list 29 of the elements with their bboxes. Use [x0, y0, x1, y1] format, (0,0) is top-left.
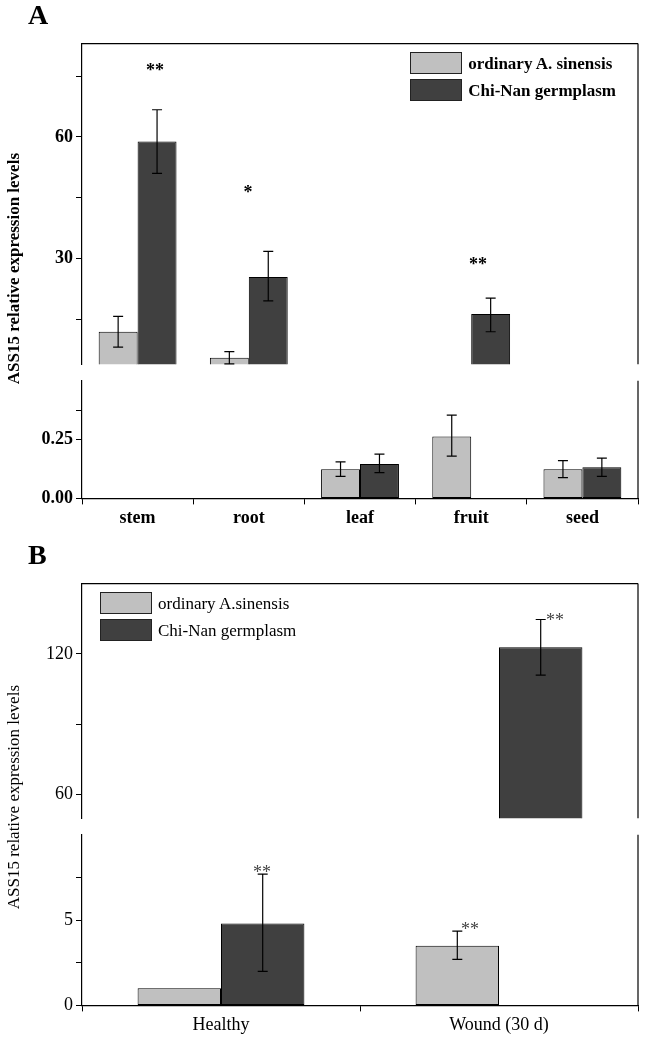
x-tick-label: Healthy	[192, 1013, 250, 1034]
y-tick-label: 60	[55, 783, 73, 804]
y-tick-label: 120	[46, 642, 73, 663]
x-tick-label: stem	[119, 506, 156, 527]
x-tick-label: root	[232, 506, 265, 527]
y-tick-label: 0	[64, 994, 73, 1015]
x-tick-label: fruit	[453, 506, 489, 527]
x-tick-label: seed	[565, 506, 599, 527]
annotation: *	[243, 181, 253, 202]
legend-label: ordinary A. sinensis	[468, 52, 613, 75]
y-tick-label: 30	[55, 247, 73, 268]
y-axis-title: ASS15 relative expression levels	[4, 684, 24, 910]
y-tick-label: 0.25	[41, 428, 73, 449]
chart-title: A	[28, 0, 49, 31]
annotation: **	[146, 59, 164, 80]
y-axis-title: ASS15 relative expression levels	[4, 153, 24, 385]
legend-label: Chi-Nan germplasm	[468, 79, 616, 102]
annotation: **	[546, 609, 564, 630]
y-tick-label: 60	[55, 125, 73, 146]
x-tick-label: Wound (30 d)	[449, 1013, 549, 1035]
chart-title: B	[28, 539, 47, 571]
legend-label: ordinary A.sinensis	[158, 592, 290, 615]
annotation: **	[469, 253, 487, 274]
x-tick-label: leaf	[346, 506, 375, 527]
legend-label: Chi-Nan germplasm	[158, 619, 297, 642]
y-tick-label: 0.00	[41, 487, 73, 508]
y-tick-label: 5	[64, 908, 73, 929]
annotation: **	[253, 861, 271, 882]
annotation: **	[461, 918, 479, 939]
